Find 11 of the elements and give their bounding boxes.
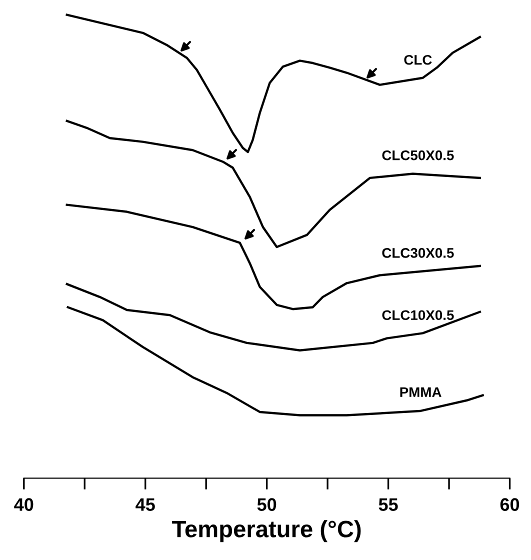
series-label: CLC50X0.5 (382, 150, 454, 160)
x-tick-label: 45 (136, 498, 155, 511)
x-tick-label: 60 (500, 498, 520, 511)
x-tick-label: 50 (257, 498, 276, 511)
x-tick-label: 55 (378, 498, 398, 511)
series-label: CLC (404, 54, 432, 65)
series-label: CLC10X0.5 (382, 310, 454, 320)
x-axis-title: Temperature (°C) (172, 520, 361, 542)
series-label: PMMA (400, 387, 442, 397)
series-label: CLC30X0.5 (382, 248, 454, 258)
x-tick-label: 40 (14, 498, 34, 511)
